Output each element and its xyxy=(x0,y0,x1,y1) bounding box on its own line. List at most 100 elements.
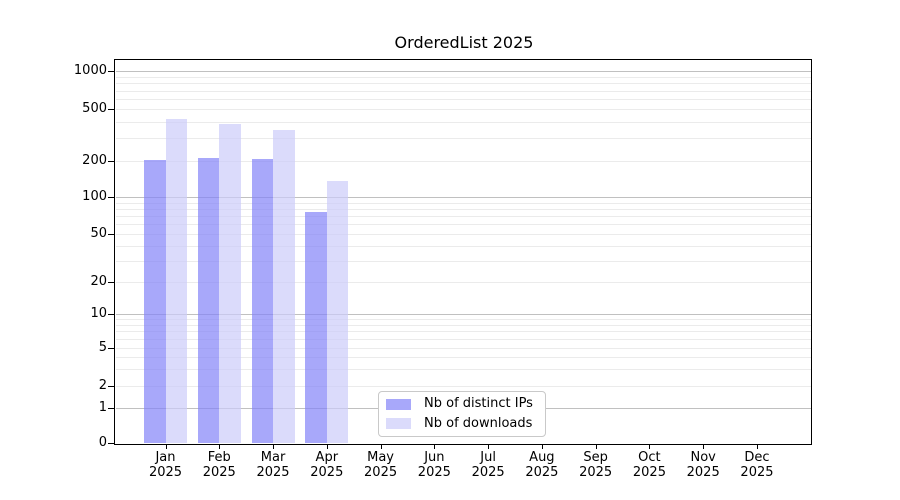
y-tick xyxy=(108,386,114,387)
y-tick-label: 100 xyxy=(82,189,107,204)
y-tick-label: 10 xyxy=(90,306,107,321)
x-tick xyxy=(165,444,167,449)
x-tick-label-year: 2025 xyxy=(364,465,398,480)
x-tick xyxy=(380,444,382,449)
gridline-minor xyxy=(116,369,812,370)
bar-mar-ips xyxy=(251,158,274,443)
x-tick-label-month: Jun xyxy=(424,450,445,465)
gridline-minor xyxy=(116,216,812,217)
x-tick xyxy=(649,444,651,449)
x-tick-label-year: 2025 xyxy=(525,465,559,480)
y-tick xyxy=(108,314,114,315)
legend-item-downloads: Nb of downloads xyxy=(379,415,545,433)
x-tick-label-month: Nov xyxy=(690,450,716,465)
y-tick-label: 20 xyxy=(90,274,107,289)
x-tick-label-month: Dec xyxy=(744,450,770,465)
gridline-minor xyxy=(116,91,812,92)
legend-label-downloads: Nb of downloads xyxy=(424,415,533,431)
legend: Nb of distinct IPs Nb of downloads xyxy=(378,391,546,437)
gridline-major xyxy=(116,314,812,315)
gridline-minor xyxy=(116,122,812,123)
x-tick-label-year: 2025 xyxy=(202,465,236,480)
y-tick-label: 1 xyxy=(98,400,107,415)
x-tick-label-month: Aug xyxy=(529,450,555,465)
x-tick xyxy=(703,444,705,449)
gridline-minor xyxy=(116,83,812,84)
x-tick-label-year: 2025 xyxy=(632,465,666,480)
gridline-major xyxy=(116,197,812,198)
x-label-dec: Dec 2025 xyxy=(725,450,789,480)
x-tick-label-month: Oct xyxy=(638,450,661,465)
x-label-apr: Apr 2025 xyxy=(295,450,359,480)
x-tick xyxy=(541,444,543,449)
legend-label-distinct-ips: Nb of distinct IPs xyxy=(424,396,533,412)
legend-item-distinct-ips: Nb of distinct IPs xyxy=(379,395,545,413)
x-tick-label-month: Feb xyxy=(207,450,231,465)
x-tick-label-year: 2025 xyxy=(310,465,344,480)
x-label-may: May 2025 xyxy=(349,450,413,480)
gridline-minor xyxy=(116,386,812,387)
gridline-minor xyxy=(116,282,812,283)
y-tick-label: 50 xyxy=(90,226,107,241)
x-label-jan: Jan 2025 xyxy=(134,450,198,480)
x-tick xyxy=(488,444,490,449)
y-tick xyxy=(108,197,114,198)
y-tick xyxy=(108,443,114,444)
gridline-minor xyxy=(116,203,812,204)
x-label-sep: Sep 2025 xyxy=(564,450,628,480)
y-tick xyxy=(108,71,114,72)
x-tick xyxy=(595,444,597,449)
x-tick xyxy=(434,444,436,449)
x-tick xyxy=(326,444,328,449)
x-tick-label-year: 2025 xyxy=(471,465,505,480)
gridline-minor xyxy=(116,224,812,225)
gridline-minor xyxy=(116,234,812,235)
x-tick xyxy=(219,444,221,449)
x-tick-label-year: 2025 xyxy=(686,465,720,480)
gridline-minor xyxy=(116,261,812,262)
y-tick-label: 1000 xyxy=(73,63,107,78)
gridline-minor xyxy=(116,331,812,332)
x-tick-label-year: 2025 xyxy=(256,465,290,480)
x-label-jul: Jul 2025 xyxy=(456,450,520,480)
y-tick-label: 0 xyxy=(98,435,107,450)
x-tick xyxy=(756,444,758,449)
y-tick-label: 5 xyxy=(98,340,107,355)
bar-apr-downloads xyxy=(326,181,349,443)
gridline-minor xyxy=(116,357,812,358)
gridline-minor xyxy=(116,161,812,162)
y-tick xyxy=(108,348,114,349)
gridline-minor xyxy=(116,339,812,340)
x-tick-label-month: May xyxy=(367,450,395,465)
x-tick-label-year: 2025 xyxy=(417,465,451,480)
x-label-feb: Feb 2025 xyxy=(187,450,251,480)
x-label-mar: Mar 2025 xyxy=(241,450,305,480)
x-tick-label-month: Mar xyxy=(260,450,286,465)
bar-feb-ips xyxy=(197,158,220,443)
y-tick xyxy=(108,234,114,235)
bar-jan-downloads xyxy=(165,118,187,443)
x-tick-label-month: Apr xyxy=(315,450,339,465)
y-tick-label: 2 xyxy=(98,378,107,393)
y-tick-label: 500 xyxy=(82,101,107,116)
gridline-minor xyxy=(116,138,812,139)
gridline-minor xyxy=(116,109,812,110)
bar-mar-downloads xyxy=(273,130,295,443)
x-tick-label-year: 2025 xyxy=(740,465,774,480)
legend-swatch-downloads xyxy=(386,418,411,430)
x-label-oct: Oct 2025 xyxy=(617,450,681,480)
gridline-minor xyxy=(116,209,812,210)
x-label-jun: Jun 2025 xyxy=(402,450,466,480)
x-tick-label-month: Sep xyxy=(583,450,608,465)
bar-feb-downloads xyxy=(219,123,241,443)
x-tick-label-year: 2025 xyxy=(148,465,183,480)
x-tick-label-year: 2025 xyxy=(579,465,613,480)
gridline-minor xyxy=(116,246,812,247)
y-tick-label: 200 xyxy=(82,153,107,168)
gridline-minor xyxy=(116,325,812,326)
x-label-aug: Aug 2025 xyxy=(510,450,574,480)
gridline-minor xyxy=(116,99,812,100)
x-tick-label-month: Jul xyxy=(480,450,496,465)
gridline-major xyxy=(116,71,812,72)
